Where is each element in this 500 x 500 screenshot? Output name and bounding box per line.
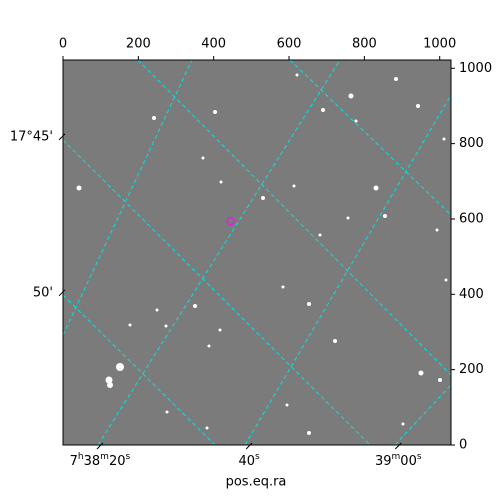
x-tick-label: 800: [352, 37, 377, 52]
sky-image: [63, 60, 451, 445]
y-tick-label: 600: [459, 211, 484, 226]
ra-tick: [394, 442, 402, 450]
ra-tick: [245, 442, 253, 450]
x-axis-label: pos.eq.ra: [226, 475, 287, 490]
plot-frame: [62, 59, 452, 446]
x-tick-label: 400: [201, 37, 226, 52]
y-tick-label: 1000: [459, 61, 492, 76]
dec-tick: [58, 289, 66, 297]
target-marker: [226, 216, 235, 226]
dec-tick-label: 17°45': [10, 129, 53, 144]
y-tick-label: 0: [459, 438, 467, 453]
x-tick-label: 1000: [423, 37, 456, 52]
x-tick-label: 200: [126, 37, 151, 52]
y-tick-label: 200: [459, 362, 484, 377]
ra-tick-label: 39m00s: [375, 452, 422, 469]
ra-tick-label: 7h38m20s: [70, 452, 131, 469]
stars: [76, 73, 448, 435]
dec-tick: [58, 133, 66, 141]
x-tick-label: 600: [277, 37, 302, 52]
coordinate-grid: [62, 59, 452, 446]
ra-tick-label: 40s: [238, 452, 260, 469]
y-tick-label: 400: [459, 287, 484, 302]
dec-tick-label: 50': [33, 285, 53, 300]
ra-tick: [96, 442, 104, 450]
y-tick-label: 800: [459, 136, 484, 151]
x-tick-label: 0: [59, 37, 67, 52]
